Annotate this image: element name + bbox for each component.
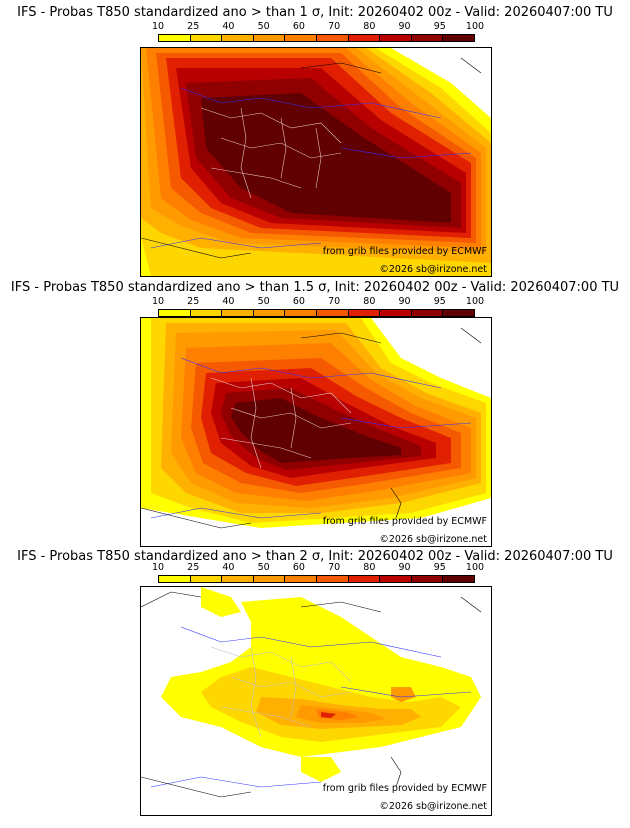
prob-100 — [201, 93, 451, 223]
borders — [210, 646, 352, 738]
colorbar-tick-label: 90 — [398, 562, 411, 573]
colorbar-swatch — [253, 310, 286, 316]
colorbar-tick-label: 100 — [465, 562, 485, 573]
colorbar-tick-label: 40 — [222, 296, 235, 307]
colorbar-tick-label: 25 — [187, 296, 200, 307]
colorbar-swatch — [348, 310, 381, 316]
colorbar-swatch — [285, 576, 317, 582]
colorbar-ticks: 10 25 40 50 60 70 80 90 95 100 — [152, 21, 484, 33]
colorbar-tick-label: 80 — [363, 562, 376, 573]
rivers — [150, 87, 472, 249]
colorbar-tick-label: 100 — [465, 296, 485, 307]
colorbar-swatch — [159, 35, 191, 41]
map-svg — [141, 48, 491, 276]
colorbar-swatch — [380, 310, 412, 316]
rivers — [150, 357, 472, 519]
colorbar-swatch — [222, 35, 254, 41]
credit-copyright: ©2026 sb@irizone.net — [379, 264, 487, 275]
colorbar-swatch — [380, 35, 412, 41]
colorbar: 10 25 40 50 60 70 80 90 95 100 — [152, 21, 484, 46]
colorbar-tick-label: 50 — [257, 562, 270, 573]
colorbar-tick-label: 50 — [257, 21, 270, 32]
map-svg — [141, 587, 491, 815]
colorbar-swatch — [316, 310, 349, 316]
colorbar-swatch — [222, 576, 254, 582]
colorbar-swatch — [443, 310, 474, 316]
colorbar-swatch — [190, 310, 223, 316]
colorbar-swatch — [348, 35, 381, 41]
panel-title: IFS - Probas T850 standardized ano > tha… — [17, 549, 613, 564]
panel-title: IFS - Probas T850 standardized ano > tha… — [10, 280, 620, 295]
credit-source: from grib files provided by ECMWF — [322, 516, 487, 527]
colorbar-swatch — [411, 35, 444, 41]
rivers — [150, 626, 472, 788]
borders — [210, 377, 352, 469]
borders — [200, 107, 342, 199]
colorbar-ticks: 10 25 40 50 60 70 80 90 95 100 — [152, 296, 484, 308]
prob-10 — [301, 757, 341, 782]
colorbar-ticks: 10 25 40 50 60 70 80 90 95 100 — [152, 562, 484, 574]
colorbar-tick-label: 25 — [187, 21, 200, 32]
colorbar-swatch — [285, 35, 317, 41]
colorbar-tick-label: 90 — [398, 21, 411, 32]
colorbar-tick-label: 60 — [292, 21, 305, 32]
colorbar-swatch — [190, 576, 223, 582]
colorbar-tick-label: 70 — [328, 296, 341, 307]
map-svg — [141, 318, 491, 546]
colorbar-boxes — [158, 575, 475, 583]
colorbar-swatch — [443, 35, 474, 41]
colorbar-tick-label: 95 — [433, 21, 446, 32]
colorbar: 10 25 40 50 60 70 80 90 95 100 — [152, 562, 484, 587]
colorbar-swatch — [411, 576, 444, 582]
probability-map: from grib files provided by ECMWF ©2026 … — [140, 317, 492, 547]
credit-source: from grib files provided by ECMWF — [322, 783, 487, 794]
colorbar-tick-label: 80 — [363, 21, 376, 32]
prob-10 — [201, 587, 241, 617]
colorbar-tick-label: 60 — [292, 562, 305, 573]
colorbar-tick-label: 10 — [151, 296, 165, 307]
colorbar-swatch — [380, 576, 412, 582]
colorbar-tick-label: 95 — [433, 562, 446, 573]
colorbar-tick-label: 10 — [151, 21, 165, 32]
coastline — [141, 327, 482, 529]
colorbar-swatch — [411, 310, 444, 316]
panel-title: IFS - Probas T850 standardized ano > tha… — [17, 5, 613, 20]
colorbar-tick-label: 95 — [433, 296, 446, 307]
colorbar-tick-label: 70 — [328, 21, 341, 32]
colorbar-swatch — [285, 310, 317, 316]
probability-map: from grib files provided by ECMWF ©2026 … — [140, 47, 492, 277]
credit-source: from grib files provided by ECMWF — [322, 246, 487, 257]
colorbar-swatch — [253, 576, 286, 582]
colorbar-tick-label: 40 — [222, 21, 235, 32]
credit-copyright: ©2026 sb@irizone.net — [379, 801, 487, 812]
colorbar-boxes — [158, 34, 475, 42]
probability-map: from grib files provided by ECMWF ©2026 … — [140, 586, 492, 816]
colorbar-boxes — [158, 309, 475, 317]
colorbar-tick-label: 40 — [222, 562, 235, 573]
colorbar-tick-label: 90 — [398, 296, 411, 307]
coastline — [141, 591, 482, 798]
colorbar-swatch — [222, 310, 254, 316]
colorbar-tick-label: 100 — [465, 21, 485, 32]
colorbar-swatch — [443, 576, 474, 582]
colorbar-tick-label: 60 — [292, 296, 305, 307]
colorbar-swatch — [316, 576, 349, 582]
colorbar-tick-label: 25 — [187, 562, 200, 573]
colorbar-swatch — [316, 35, 349, 41]
colorbar-swatch — [348, 576, 381, 582]
colorbar-swatch — [190, 35, 223, 41]
colorbar-swatch — [159, 576, 191, 582]
colorbar: 10 25 40 50 60 70 80 90 95 100 — [152, 296, 484, 321]
colorbar-tick-label: 70 — [328, 562, 341, 573]
prob-80 — [321, 712, 336, 718]
colorbar-tick-label: 10 — [151, 562, 165, 573]
coastline — [141, 57, 482, 259]
colorbar-tick-label: 80 — [363, 296, 376, 307]
colorbar-tick-label: 50 — [257, 296, 270, 307]
prob-50 — [391, 687, 416, 702]
colorbar-swatch — [159, 310, 191, 316]
credit-copyright: ©2026 sb@irizone.net — [379, 534, 487, 545]
colorbar-swatch — [253, 35, 286, 41]
